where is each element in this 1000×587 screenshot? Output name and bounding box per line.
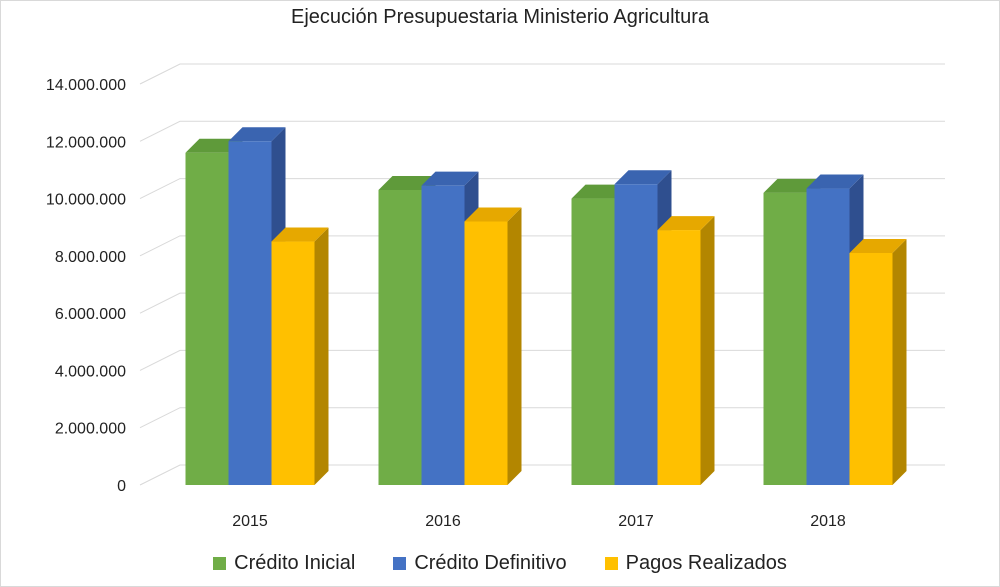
bar-top [228, 127, 286, 142]
bar-top [185, 138, 243, 153]
y-tick-label: 10.000.000 [46, 192, 126, 209]
legend-swatch [393, 557, 407, 570]
bar-side [314, 227, 329, 486]
legend-label: Pagos Realizados [625, 552, 787, 574]
bar [763, 192, 807, 486]
y-tick-label: 14.000.000 [46, 77, 126, 94]
gridline [139, 178, 945, 200]
y-tick-label: 6.000.000 [55, 306, 126, 323]
x-tick-label: 2015 [232, 513, 268, 530]
legend-item: Crédito Inicial [213, 552, 355, 575]
bar-top [271, 227, 329, 242]
bar [571, 198, 615, 486]
legend-item: Crédito Definitivo [393, 552, 567, 575]
legend-label: Crédito Inicial [234, 552, 356, 574]
legend: Crédito Inicial Crédito Definitivo Pagos R… [0, 552, 1000, 575]
legend-item: Pagos Realizados [604, 552, 787, 575]
bar [657, 230, 701, 485]
y-tick-label: 0 [117, 478, 126, 495]
y-tick-label: 2.000.000 [55, 421, 126, 438]
bar-top [806, 174, 864, 189]
legend-label: Crédito Definitivo [414, 552, 567, 574]
bar [614, 184, 658, 485]
legend-swatch [604, 557, 618, 570]
bar [185, 152, 229, 485]
x-tick-label: 2016 [425, 513, 461, 530]
y-tick-label: 12.000.000 [46, 134, 126, 151]
bar-top [614, 170, 672, 185]
bar [378, 189, 422, 485]
bar-side [507, 207, 522, 485]
bar-top [571, 184, 629, 199]
bar-top [378, 175, 436, 190]
bar-top [657, 216, 715, 231]
bar-top [763, 178, 821, 193]
gridline [139, 120, 945, 142]
bar [849, 252, 893, 485]
bar-side [700, 216, 715, 486]
y-tick-label: 8.000.000 [55, 249, 126, 266]
legend-swatch [213, 557, 227, 570]
bar-top [421, 171, 479, 186]
bar-top [849, 238, 907, 253]
gridline [139, 63, 945, 85]
bar [464, 221, 508, 485]
bar [271, 241, 315, 485]
bar-side [892, 238, 907, 485]
bar [806, 188, 850, 485]
bar-top [464, 207, 522, 222]
bar [228, 141, 272, 486]
x-tick-label: 2017 [618, 513, 654, 530]
bar [421, 185, 465, 486]
y-tick-label: 4.000.000 [55, 363, 126, 380]
x-tick-label: 2018 [810, 513, 846, 530]
chart-title: Ejecución Presupuestaria Ministerio Agri… [291, 6, 709, 28]
